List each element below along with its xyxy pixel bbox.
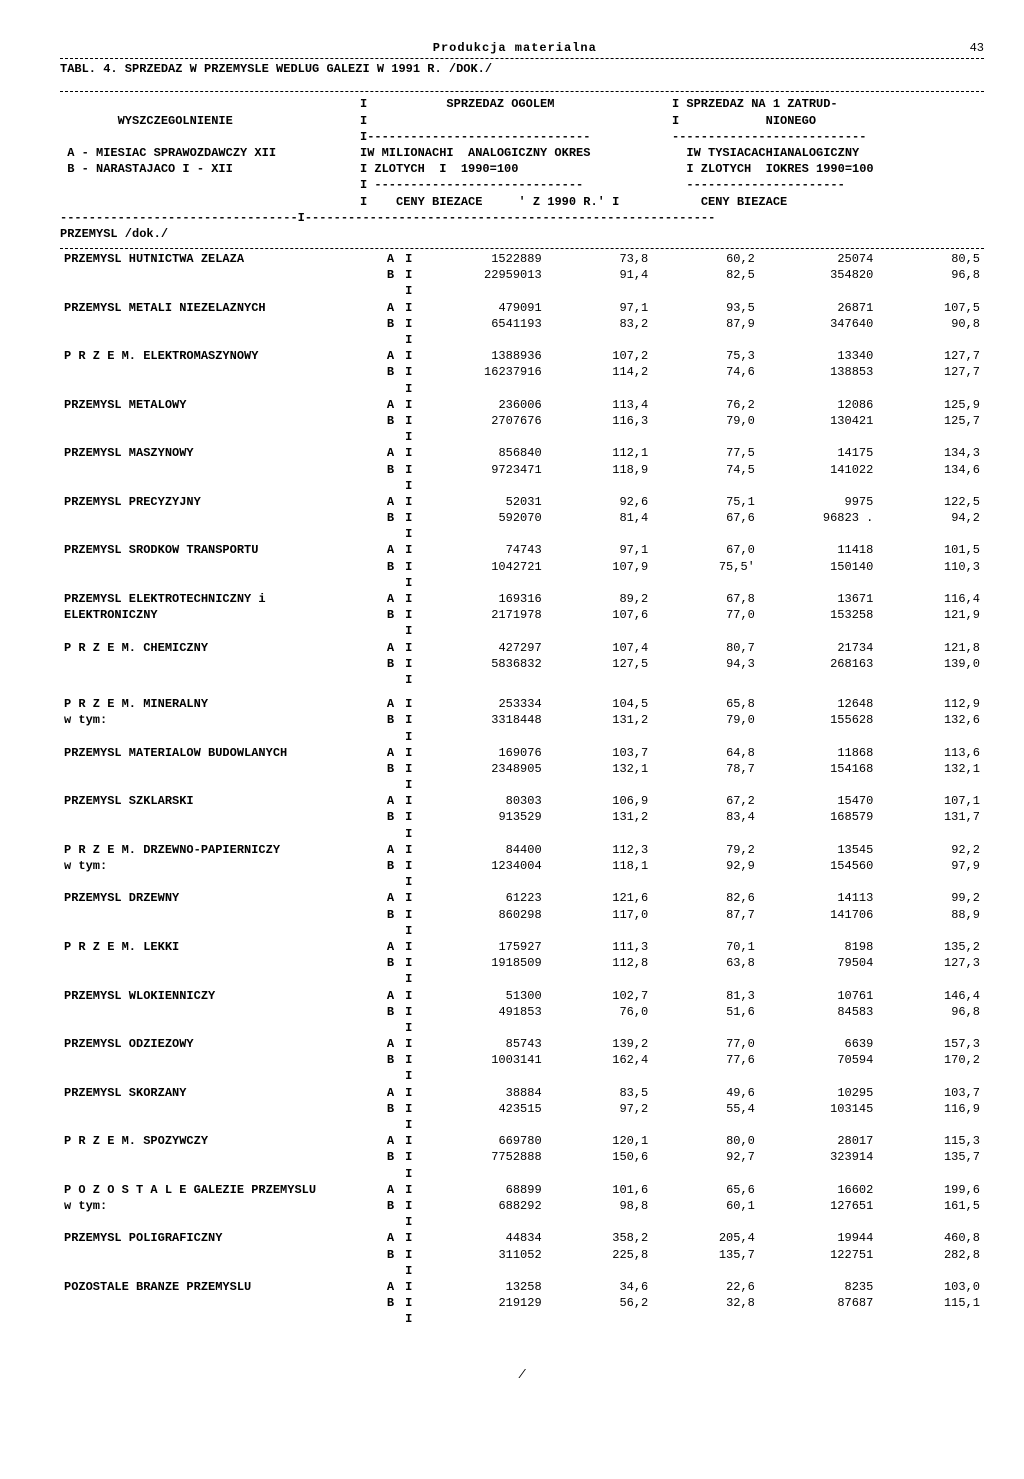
table-row: P R Z E M. SPOZYWCZYAI669780120,180,0280… xyxy=(60,1133,984,1149)
hdr-zl2: I ZLOTYCH IOKRES 1990=100 xyxy=(686,162,873,176)
table-row: P R Z E M. ELEKTROMASZYNOWYAI1388936107,… xyxy=(60,348,984,364)
page-header: Produkcja materialna 43 xyxy=(60,40,984,56)
hdr-mln: IW MILIONACHI ANALOGICZNY OKRES xyxy=(360,146,590,160)
table-row: BI2295901391,482,535482096,8 xyxy=(60,267,984,283)
table-sep: I xyxy=(60,777,984,793)
table-row: BI311052225,8135,7122751282,8 xyxy=(60,1247,984,1263)
table-row: BI1003141162,477,670594170,2 xyxy=(60,1052,984,1068)
table-row: BI9723471118,974,5141022134,6 xyxy=(60,462,984,478)
table-row: w tym:BI3318448131,279,0155628132,6 xyxy=(60,712,984,728)
table-sep: I xyxy=(60,1263,984,1279)
hdr-sprzedaz-na1: I SPRZEDAZ NA 1 ZATRUD- xyxy=(672,97,838,111)
table-sep: I xyxy=(60,1311,984,1327)
table-row: BI7752888150,692,7323914135,7 xyxy=(60,1149,984,1165)
table-sep: I xyxy=(60,971,984,987)
table-sep: I xyxy=(60,923,984,939)
hdr-ceny1: CENY BIEZACE xyxy=(396,195,482,209)
table-row: PRZEMYSL WLOKIENNICZYAI51300102,781,3107… xyxy=(60,988,984,1004)
table-sep: I xyxy=(60,623,984,639)
table-sep: I xyxy=(60,332,984,348)
table-row: PRZEMYSL PRECYZYJNYAI5203192,675,1997512… xyxy=(60,494,984,510)
table-row: w tym:BI68829298,860,1127651161,5 xyxy=(60,1198,984,1214)
table-sep: I xyxy=(60,729,984,745)
table-row: P R Z E M. CHEMICZNYAI427297107,480,7217… xyxy=(60,640,984,656)
table-sep: I xyxy=(60,1117,984,1133)
table-row: PRZEMYSL MASZYNOWYAI856840112,177,514175… xyxy=(60,445,984,461)
table-row: w tym:BI1234004118,192,915456097,9 xyxy=(60,858,984,874)
table-row: BI42351597,255,4103145116,9 xyxy=(60,1101,984,1117)
table-sep: I xyxy=(60,283,984,299)
table-sep: I xyxy=(60,874,984,890)
hdr-wyszczegolnienie: WYSZCZEGOLNIENIE xyxy=(118,114,233,128)
table-row: BI49185376,051,68458396,8 xyxy=(60,1004,984,1020)
table-row: BI59207081,467,696823 .94,2 xyxy=(60,510,984,526)
block-gap xyxy=(60,688,984,696)
page-foot-mark: / xyxy=(60,1367,984,1383)
rule-head-2 xyxy=(60,248,984,249)
subhead: PRZEMYSL /dok./ xyxy=(60,226,984,242)
table-sep: I xyxy=(60,1166,984,1182)
doc-title: Produkcja materialna xyxy=(433,40,597,56)
table-sep: I xyxy=(60,1020,984,1036)
table-row: BI913529131,283,4168579131,7 xyxy=(60,809,984,825)
table-row: PRZEMYSL POLIGRAFICZNYAI44834358,2205,41… xyxy=(60,1230,984,1246)
table-title: TABL. 4. SPRZEDAZ W PRZEMYSLE WEDLUG GAL… xyxy=(60,61,984,77)
table-sep: I xyxy=(60,826,984,842)
table-row: PRZEMYSL MATERIALOW BUDOWLANYCHAI1690761… xyxy=(60,745,984,761)
table-row: P R Z E M. MINERALNYAI253334104,565,8126… xyxy=(60,696,984,712)
table-row: P O Z O S T A L E GALEZIE PRZEMYSLUAI688… xyxy=(60,1182,984,1198)
table-row: BI5836832127,594,3268163139,0 xyxy=(60,656,984,672)
table-row: PRZEMYSL SZKLARSKIAI80303106,967,2154701… xyxy=(60,793,984,809)
column-headers: I SPRZEDAZ OGOLEM I SPRZEDAZ NA 1 ZATRUD… xyxy=(60,96,984,242)
hdr-a-line: A - MIESIAC SPRAWOZDAWCZY XII xyxy=(67,146,276,160)
table-row: BI2707676116,379,0130421125,7 xyxy=(60,413,984,429)
table-row: BI16237916114,274,6138853127,7 xyxy=(60,364,984,380)
table-sep: I xyxy=(60,575,984,591)
table-row: PRZEMYSL SKORZANYAI3888483,549,610295103… xyxy=(60,1085,984,1101)
table-row: BI1042721107,975,5'150140110,3 xyxy=(60,559,984,575)
table-row: PRZEMYSL HUTNICTWA ZELAZAAI152288973,860… xyxy=(60,251,984,267)
table-row: PRZEMYSL SRODKOW TRANSPORTUAI7474397,167… xyxy=(60,542,984,558)
rule-head-1 xyxy=(60,91,984,92)
hdr-sprzedaz-ogolem: SPRZEDAZ OGOLEM xyxy=(446,97,554,111)
hdr-zl: I ZLOTYCH I 1990=100 xyxy=(360,162,518,176)
hdr-ceny-mid: ' Z 1990 R.' xyxy=(518,195,604,209)
table-row: BI860298117,087,714170688,9 xyxy=(60,907,984,923)
table-row: PRZEMYSL METALI NIEZELAZNYCHAI47909197,1… xyxy=(60,300,984,316)
table-row: PRZEMYSL METALOWYAI236006113,476,2120861… xyxy=(60,397,984,413)
table-sep: I xyxy=(60,526,984,542)
rule-top xyxy=(60,58,984,59)
table-row: BI2348905132,178,7154168132,1 xyxy=(60,761,984,777)
table-sep: I xyxy=(60,1068,984,1084)
data-table: PRZEMYSL HUTNICTWA ZELAZAAI152288973,860… xyxy=(60,251,984,1327)
hdr-ceny2: CENY BIEZACE xyxy=(701,195,787,209)
page-number: 43 xyxy=(970,40,984,56)
table-sep: I xyxy=(60,1214,984,1230)
table-sep: I xyxy=(60,381,984,397)
table-row: PRZEMYSL ELEKTROTECHNICZNY iAI16931689,2… xyxy=(60,591,984,607)
hdr-tys: IW TYSIACACHIANALOGICZNY xyxy=(686,146,859,160)
table-row: PRZEMYSL ODZIEZOWYAI85743139,277,0663915… xyxy=(60,1036,984,1052)
table-row: BI21912956,232,887687115,1 xyxy=(60,1295,984,1311)
table-sep: I xyxy=(60,672,984,688)
table-row: P R Z E M. LEKKIAI175927111,370,18198135… xyxy=(60,939,984,955)
table-row: BI1918509112,863,879504127,3 xyxy=(60,955,984,971)
table-row: ELEKTRONICZNYBI2171978107,677,0153258121… xyxy=(60,607,984,623)
table-row: BI654119383,287,934764090,8 xyxy=(60,316,984,332)
table-row: PRZEMYSL DRZEWNYAI61223121,682,61411399,… xyxy=(60,890,984,906)
table-row: POZOSTALE BRANZE PRZEMYSLUAI1325834,622,… xyxy=(60,1279,984,1295)
hdr-b-line: B - NARASTAJACO I - XII xyxy=(67,162,233,176)
table-row: P R Z E M. DRZEWNO-PAPIERNICZYAI84400112… xyxy=(60,842,984,858)
table-sep: I xyxy=(60,478,984,494)
table-sep: I xyxy=(60,429,984,445)
hdr-nionego: I NIONEGO xyxy=(672,114,816,128)
